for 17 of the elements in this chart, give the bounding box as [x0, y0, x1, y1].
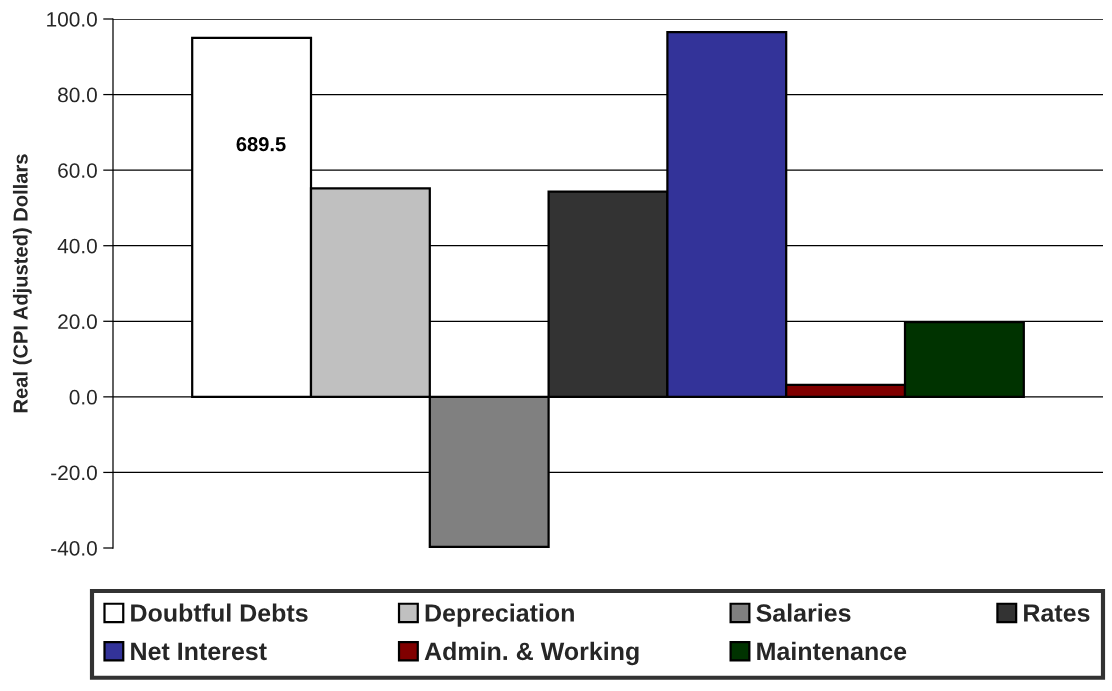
y-tick-label: 60.0: [58, 163, 97, 178]
y-axis-title: Real (CPI Adjusted) Dollars: [12, 154, 32, 413]
legend-label: Maintenance: [757, 641, 907, 661]
y-tick-label: 0.0: [69, 389, 97, 405]
legend-label: Net Interest: [131, 642, 267, 661]
y-tick-label: -20.0: [51, 465, 97, 481]
y-tick-label: 80.0: [58, 87, 97, 103]
legend-label: Rates: [1024, 604, 1090, 622]
y-tick-label: 40.0: [57, 238, 97, 254]
legend-label: Salaries: [756, 603, 851, 622]
legend-label: Depreciation: [425, 603, 574, 627]
y-tick-label: -40.0: [51, 541, 97, 556]
legend-label: Doubtful Debts: [131, 603, 308, 622]
y-tick-label: 100.0: [47, 12, 97, 27]
annotation: 689.5: [236, 137, 286, 152]
legend-label: Admin. & Working: [424, 641, 639, 666]
y-tick-label: 20.0: [58, 314, 97, 330]
